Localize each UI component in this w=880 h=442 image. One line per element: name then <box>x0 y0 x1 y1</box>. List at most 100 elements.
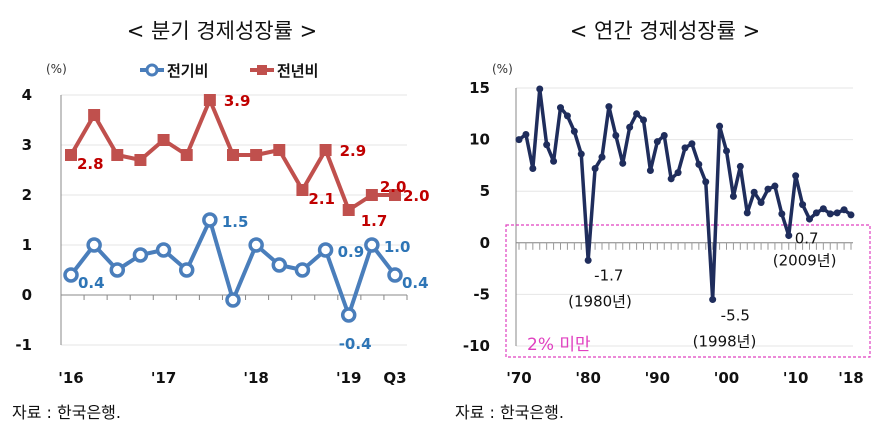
data-point <box>757 199 765 207</box>
data-point <box>577 150 585 158</box>
x-tick-label: '80 <box>575 369 600 387</box>
data-point <box>847 211 855 219</box>
data-label: 3.9 <box>224 92 251 110</box>
data-point <box>273 144 286 156</box>
data-label: 0.9 <box>338 243 365 261</box>
x-tick-label: '17 <box>151 369 176 387</box>
highlight-box-label: 2% 미만 <box>527 335 591 355</box>
legend-square-marker <box>257 65 267 75</box>
data-point <box>792 172 800 180</box>
data-point <box>833 209 841 217</box>
data-point <box>764 185 772 193</box>
data-point <box>598 153 606 161</box>
data-point <box>180 149 193 161</box>
data-point <box>202 212 218 228</box>
x-tick-label: '70 <box>506 369 531 387</box>
data-point <box>387 267 403 283</box>
data-point <box>248 237 264 253</box>
x-tick-label: '18 <box>243 369 268 387</box>
data-point <box>294 262 311 278</box>
data-point <box>342 204 355 216</box>
data-point <box>225 292 241 308</box>
x-tick-label: '90 <box>645 369 670 387</box>
data-point <box>674 169 682 177</box>
y-tick-label: 0 <box>480 234 490 252</box>
data-label: 0.4 <box>402 274 429 292</box>
data-point <box>619 159 627 167</box>
data-point <box>612 131 620 139</box>
data-point <box>563 112 571 120</box>
data-point <box>317 242 334 258</box>
annotation-value: -1.7 <box>594 266 623 284</box>
data-point <box>667 175 675 183</box>
data-point <box>633 110 641 118</box>
x-tick-label: '19 <box>336 369 361 387</box>
y-tick-label: -10 <box>463 337 490 355</box>
data-point <box>271 257 288 273</box>
data-point <box>640 116 647 124</box>
data-label: 2.9 <box>340 142 367 160</box>
data-point <box>227 149 239 161</box>
x-tick-label: '18 <box>838 369 863 387</box>
data-point <box>157 134 170 146</box>
data-point <box>785 232 793 240</box>
data-point <box>86 237 102 253</box>
data-point <box>543 141 551 149</box>
x-tick-label: Q3 <box>383 369 406 387</box>
data-point <box>109 262 126 278</box>
data-point <box>723 147 730 155</box>
legend-circle-marker <box>145 63 159 77</box>
data-point <box>132 247 149 263</box>
data-point <box>806 215 813 223</box>
data-point <box>743 209 751 217</box>
data-point <box>63 267 79 283</box>
data-point <box>111 149 124 161</box>
left-source: 자료 : 한국은행. <box>12 403 121 422</box>
y-tick-label: 3 <box>22 136 32 154</box>
right-unit-label: (%) <box>492 62 513 76</box>
data-label: 1.7 <box>361 212 388 230</box>
data-point <box>203 94 216 106</box>
data-point <box>709 296 717 304</box>
data-point <box>522 130 530 138</box>
data-label: 2.1 <box>308 190 335 208</box>
y-tick-label: 4 <box>22 86 32 104</box>
data-point <box>536 85 544 93</box>
left-chart-title: < 분기 경제성장률 > <box>127 19 317 43</box>
data-point <box>736 162 744 170</box>
left-unit-label: (%) <box>46 62 67 76</box>
data-label: 2.0 <box>403 187 430 205</box>
data-point <box>750 188 758 196</box>
data-label: 2.8 <box>77 155 104 173</box>
data-point <box>653 138 661 146</box>
annotation-value: -5.5 <box>721 307 750 325</box>
highlight-box <box>505 224 871 358</box>
data-label: 0.4 <box>78 274 105 292</box>
data-point <box>155 242 172 258</box>
data-point <box>812 209 820 217</box>
data-point <box>591 164 599 172</box>
data-label: 1.0 <box>384 238 411 256</box>
data-point <box>364 237 380 253</box>
data-point <box>365 189 378 201</box>
x-tick-label: '16 <box>58 369 83 387</box>
y-tick-label: 1 <box>22 236 32 254</box>
data-point <box>389 189 401 201</box>
data-point <box>134 154 147 166</box>
data-label: 2.0 <box>380 178 407 196</box>
y-tick-label: 10 <box>469 131 490 149</box>
data-point <box>660 131 668 139</box>
annotation-value: 0.7 <box>795 230 819 248</box>
y-tick-label: 5 <box>480 182 490 200</box>
data-point <box>716 122 724 130</box>
data-point <box>88 109 101 121</box>
data-point <box>570 127 578 135</box>
data-point <box>778 210 786 218</box>
y-tick-label: 2 <box>22 186 32 204</box>
y-tick-label: 15 <box>469 79 490 97</box>
y-tick-label: -5 <box>473 285 490 303</box>
data-point <box>799 201 807 209</box>
right-source: 자료 : 한국은행. <box>455 403 564 422</box>
data-point <box>319 144 332 156</box>
